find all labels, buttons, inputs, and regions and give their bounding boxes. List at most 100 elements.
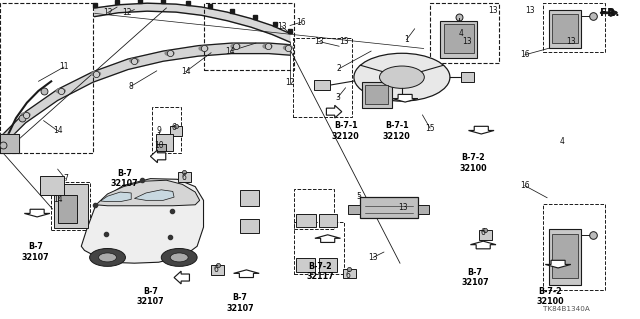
Bar: [362, 82, 392, 108]
Text: B-7-2
32100: B-7-2 32100: [536, 287, 564, 307]
Text: 13: 13: [398, 203, 408, 212]
Bar: [211, 265, 224, 275]
Polygon shape: [150, 150, 166, 163]
Circle shape: [99, 253, 116, 262]
Bar: [479, 230, 492, 240]
Text: 14: 14: [180, 67, 191, 76]
Text: 12: 12: [103, 8, 112, 17]
Bar: [444, 24, 474, 53]
Text: 14: 14: [225, 47, 236, 56]
Polygon shape: [326, 105, 342, 118]
Circle shape: [231, 44, 240, 48]
Text: 6: 6: [481, 228, 486, 237]
Circle shape: [263, 44, 272, 48]
Bar: [40, 176, 64, 195]
Bar: [170, 126, 182, 136]
Bar: [319, 258, 337, 272]
Circle shape: [161, 249, 197, 266]
Text: 2: 2: [337, 64, 342, 73]
Text: 13: 13: [368, 253, 378, 262]
Text: FR.: FR.: [600, 8, 620, 19]
Circle shape: [165, 51, 174, 56]
Bar: [294, 189, 334, 229]
Bar: [319, 214, 337, 227]
Text: 6: 6: [172, 123, 177, 132]
Bar: [314, 80, 330, 90]
Circle shape: [284, 46, 292, 50]
Text: 15: 15: [425, 124, 435, 133]
Circle shape: [170, 253, 188, 262]
Bar: [430, 3, 499, 63]
Text: 14: 14: [52, 126, 63, 135]
Text: 16: 16: [520, 50, 530, 59]
Bar: [54, 184, 88, 228]
Bar: [0, 3, 93, 153]
Bar: [360, 197, 418, 218]
Polygon shape: [100, 192, 131, 202]
Text: 12: 12: [285, 78, 294, 87]
Text: 13: 13: [488, 6, 498, 15]
Bar: [552, 234, 578, 278]
Text: 13: 13: [314, 37, 324, 46]
Text: 16: 16: [296, 18, 306, 27]
Text: 8: 8: [129, 82, 134, 91]
Bar: [51, 182, 90, 230]
Polygon shape: [315, 235, 340, 242]
Bar: [58, 195, 77, 223]
Polygon shape: [81, 179, 204, 263]
Bar: [549, 229, 581, 285]
Text: 7: 7: [63, 174, 68, 183]
Bar: [343, 269, 356, 278]
Text: 5: 5: [356, 192, 361, 201]
Text: B-7-1
32120: B-7-1 32120: [332, 121, 360, 141]
Bar: [549, 10, 581, 48]
Text: 6: 6: [214, 265, 219, 274]
Text: 13: 13: [525, 6, 535, 15]
Text: 6: 6: [345, 271, 350, 280]
Circle shape: [199, 46, 208, 51]
Bar: [152, 107, 181, 153]
Text: B-7
32107: B-7 32107: [136, 287, 164, 307]
Bar: [178, 172, 191, 182]
Circle shape: [130, 58, 139, 63]
Text: B-7
32107: B-7 32107: [461, 268, 489, 287]
Circle shape: [56, 89, 65, 93]
Polygon shape: [96, 180, 200, 206]
Text: B-7-1
32120: B-7-1 32120: [383, 121, 411, 141]
Bar: [240, 190, 259, 206]
Text: 6: 6: [181, 173, 186, 182]
Polygon shape: [392, 94, 418, 102]
Text: 16: 16: [520, 181, 530, 190]
Text: B-7
32107: B-7 32107: [226, 293, 254, 313]
Bar: [293, 38, 352, 117]
Text: B-7-2
32100: B-7-2 32100: [460, 153, 488, 173]
Bar: [543, 3, 605, 52]
Circle shape: [354, 53, 450, 101]
Text: 4: 4: [559, 137, 564, 146]
Polygon shape: [0, 134, 19, 153]
Text: 10: 10: [154, 141, 164, 150]
Circle shape: [90, 249, 125, 266]
Bar: [348, 205, 360, 214]
Text: 9: 9: [156, 126, 161, 135]
Text: 1: 1: [404, 35, 409, 44]
Polygon shape: [174, 271, 189, 284]
Bar: [552, 14, 578, 43]
Text: 12: 12: [122, 8, 131, 17]
Polygon shape: [545, 260, 571, 268]
Bar: [294, 222, 344, 274]
Text: B-7-2
32117: B-7-2 32117: [306, 262, 334, 281]
Bar: [240, 219, 259, 233]
Polygon shape: [468, 126, 494, 134]
Bar: [296, 214, 316, 227]
Polygon shape: [3, 43, 290, 145]
Bar: [543, 204, 605, 290]
Bar: [440, 21, 477, 58]
Polygon shape: [24, 209, 50, 217]
Circle shape: [92, 71, 100, 76]
Polygon shape: [470, 241, 496, 249]
Bar: [156, 144, 166, 151]
Text: TK84B1340A: TK84B1340A: [543, 307, 590, 312]
Text: 13: 13: [339, 37, 349, 46]
Text: 13: 13: [462, 37, 472, 46]
